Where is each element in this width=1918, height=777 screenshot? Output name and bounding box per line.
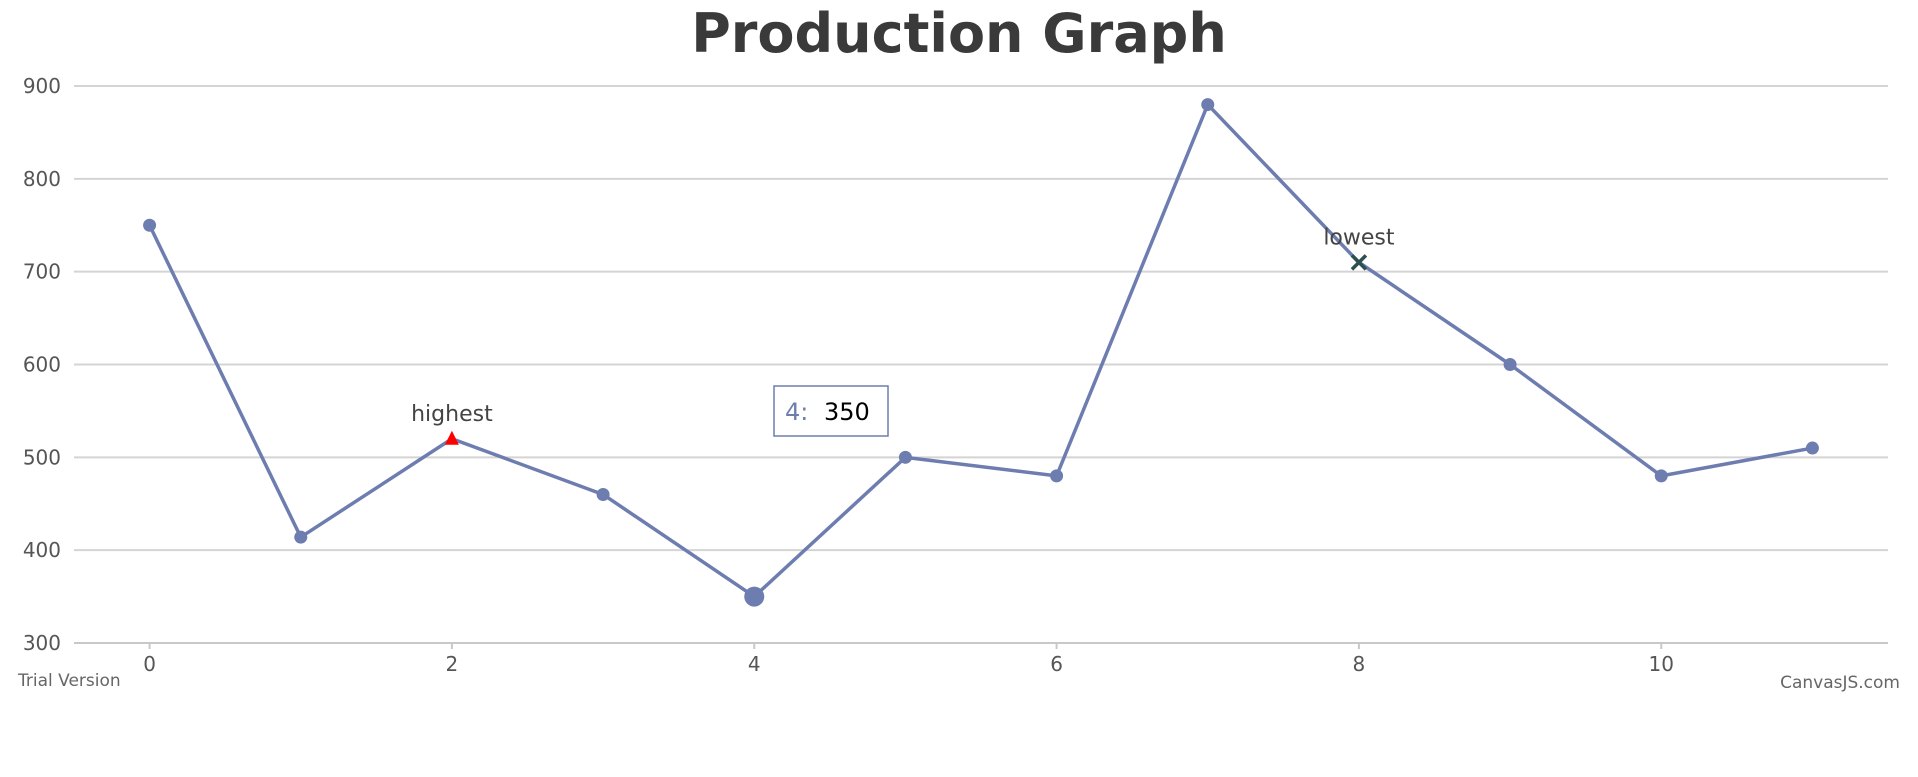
tooltip-key: 4: bbox=[785, 398, 808, 426]
data-point-6[interactable] bbox=[1050, 469, 1064, 483]
annotation-layer: highest lowest bbox=[411, 225, 1395, 445]
data-point-0[interactable] bbox=[143, 218, 157, 232]
series-line bbox=[148, 102, 1813, 599]
data-point-8-cross-marker[interactable] bbox=[1350, 254, 1368, 271]
y-tick-label-700: 700 bbox=[23, 260, 61, 284]
data-point-4[interactable] bbox=[744, 586, 765, 607]
tooltip: 4: 350 bbox=[773, 385, 889, 437]
y-tick-label-400: 400 bbox=[23, 538, 61, 562]
data-point-5[interactable] bbox=[898, 450, 912, 464]
data-point-9[interactable] bbox=[1503, 358, 1517, 371]
y-tick-label-300: 300 bbox=[23, 631, 61, 655]
y-tick-label-600: 600 bbox=[23, 353, 61, 377]
y-tick-label-500: 500 bbox=[23, 445, 61, 469]
grid-layer bbox=[74, 85, 1888, 644]
data-point-3[interactable] bbox=[596, 487, 610, 501]
chart-title: Production Graph bbox=[691, 2, 1227, 65]
trial-version-text: Trial Version bbox=[17, 671, 121, 691]
x-tick-label-10: 10 bbox=[1649, 652, 1674, 676]
axis-layer: 300 400 500 600 700 800 900 0 2 4 6 8 10 bbox=[23, 74, 1674, 676]
annotation-label-lowest: lowest bbox=[1323, 225, 1395, 250]
x-tick-label-6: 6 bbox=[1050, 652, 1063, 676]
x-tick-label-8: 8 bbox=[1353, 652, 1366, 676]
annotation-label-highest: highest bbox=[411, 402, 493, 427]
tooltip-box bbox=[773, 385, 889, 437]
x-tick-label-4: 4 bbox=[748, 652, 761, 676]
series-layer bbox=[143, 98, 1819, 607]
data-point-1[interactable] bbox=[294, 530, 308, 544]
data-point-7[interactable] bbox=[1201, 98, 1215, 112]
data-point-10[interactable] bbox=[1654, 469, 1668, 483]
x-tick-label-0: 0 bbox=[143, 652, 156, 676]
x-tick-label-2: 2 bbox=[446, 652, 459, 676]
y-tick-label-800: 800 bbox=[23, 167, 61, 191]
canvasjs-credit-link[interactable]: CanvasJS.com bbox=[1780, 673, 1900, 693]
y-tick-label-900: 900 bbox=[23, 74, 61, 98]
tooltip-value: 350 bbox=[824, 398, 870, 426]
data-point-11[interactable] bbox=[1805, 441, 1819, 455]
data-point-2-triangle-marker[interactable] bbox=[444, 430, 459, 445]
